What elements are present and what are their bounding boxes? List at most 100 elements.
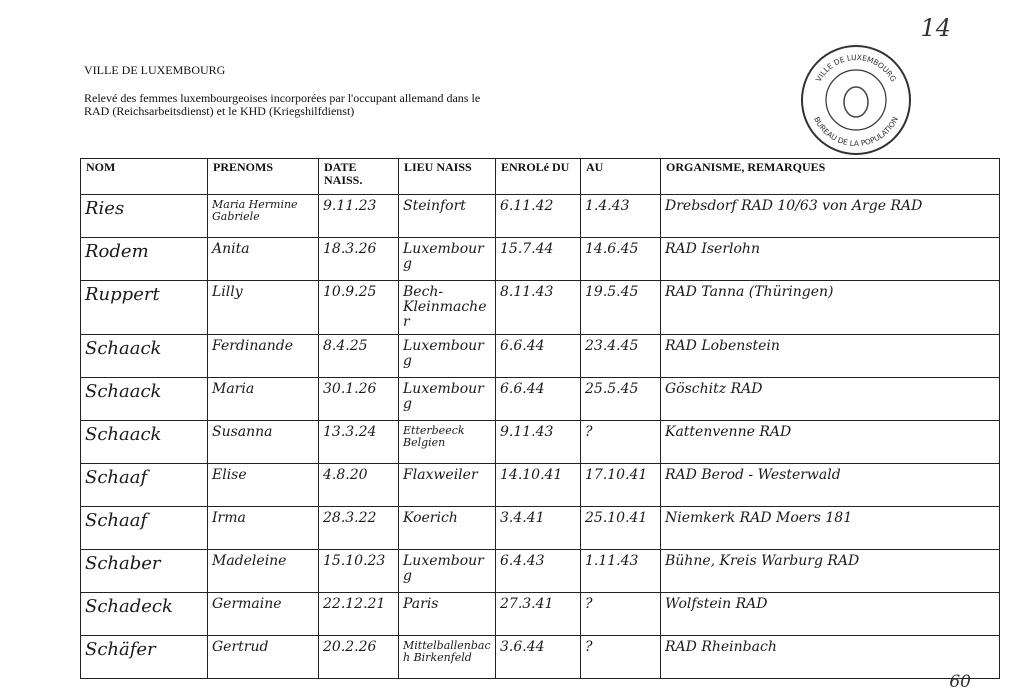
cell-prenoms: Ferdinande	[207, 334, 319, 378]
cell-enrole-du: 27.3.41	[495, 592, 581, 636]
page-number: 14	[920, 14, 951, 42]
table-row: Ruppert Lilly 10.9.25 Bech-Kleinmacher 8.11.…	[80, 280, 1000, 335]
table-row: Schaaf Irma 28.3.22 Koerich 3.4.41 25.10.41 Ni…	[80, 506, 1000, 550]
cell-nom: Schaber	[80, 549, 208, 593]
cell-nom: Schaack	[80, 420, 208, 464]
column-header: PRENOMS	[207, 158, 319, 195]
table-row: Schäfer Gertrud 20.2.26 Mittelballenbach Bi…	[80, 635, 1000, 679]
cell-organisme: Drebsdorf RAD 10/63 von Arge RAD	[660, 194, 1000, 238]
cell-prenoms: Gertrud	[207, 635, 319, 679]
cell-organisme: RAD Tanna (Thüringen)	[660, 280, 1000, 335]
cell-lieu-naiss: Mittelballenbach Birkenfeld	[398, 635, 496, 679]
cell-au: 1.4.43	[580, 194, 661, 238]
cell-organisme: Niemkerk RAD Moers 181	[660, 506, 1000, 550]
table-row: Schaber Madeleine 15.10.23 Luxembourg 6.4.43…	[80, 549, 1000, 593]
table-row: Ries Maria Hermine Gabriele 9.11.23 Steinfo…	[80, 194, 1000, 238]
cell-au: ?	[580, 635, 661, 679]
cell-date-naiss: 13.3.24	[318, 420, 399, 464]
cell-date-naiss: 15.10.23	[318, 549, 399, 593]
cell-date-naiss: 18.3.26	[318, 237, 399, 281]
column-header: AU	[580, 158, 661, 195]
cell-lieu-naiss: Luxembourg	[398, 549, 496, 593]
cell-lieu-naiss: Steinfort	[398, 194, 496, 238]
cell-date-naiss: 20.2.26	[318, 635, 399, 679]
cell-lieu-naiss: Luxembourg	[398, 237, 496, 281]
table-row: Schaack Maria 30.1.26 Luxembourg 6.6.44 25.5.…	[80, 377, 1000, 421]
cell-prenoms: Maria	[207, 377, 319, 421]
cell-organisme: RAD Rheinbach	[660, 635, 1000, 679]
cell-nom: Schadeck	[80, 592, 208, 636]
cell-au: ?	[580, 592, 661, 636]
cell-nom: Schaaf	[80, 506, 208, 550]
cell-nom: Schäfer	[80, 635, 208, 679]
coat-of-arms-icon	[843, 86, 869, 118]
cell-nom: Ruppert	[80, 280, 208, 335]
table-row: Schaaf Elise 4.8.20 Flaxweiler 14.10.41 17.10…	[80, 463, 1000, 507]
cell-au: 1.11.43	[580, 549, 661, 593]
cell-lieu-naiss: Flaxweiler	[398, 463, 496, 507]
cell-organisme: RAD Lobenstein	[660, 334, 1000, 378]
cell-au: 25.10.41	[580, 506, 661, 550]
cell-prenoms: Maria Hermine Gabriele	[207, 194, 319, 238]
cell-organisme: RAD Iserlohn	[660, 237, 1000, 281]
cell-au: 14.6.45	[580, 237, 661, 281]
cell-au: 25.5.45	[580, 377, 661, 421]
cell-nom: Schaack	[80, 334, 208, 378]
cell-enrole-du: 6.4.43	[495, 549, 581, 593]
women-register-table: NOM PRENOMS DATE NAISS. LIEU NAISS ENROLé DU…	[80, 158, 1000, 679]
column-header: NOM	[80, 158, 208, 195]
cell-lieu-naiss: Luxembourg	[398, 377, 496, 421]
document-intro: Relevé des femmes luxembourgeoises incor…	[84, 91, 481, 118]
cell-organisme: Bühne, Kreis Warburg RAD	[660, 549, 1000, 593]
cell-organisme: Kattenvenne RAD	[660, 420, 1000, 464]
cell-lieu-naiss: Paris	[398, 592, 496, 636]
cell-au: ?	[580, 420, 661, 464]
cell-nom: Schaack	[80, 377, 208, 421]
cell-prenoms: Elise	[207, 463, 319, 507]
bureau-population-stamp: VILLE DE LUXEMBOURG BUREAU DE LA POPULAT…	[801, 45, 911, 155]
cell-date-naiss: 8.4.25	[318, 334, 399, 378]
header-row: NOM PRENOMS DATE NAISS. LIEU NAISS ENROLé DU…	[80, 158, 1000, 195]
cell-date-naiss: 22.12.21	[318, 592, 399, 636]
stamp-top-text: VILLE DE LUXEMBOURG	[814, 53, 898, 84]
cell-date-naiss: 9.11.23	[318, 194, 399, 238]
cell-date-naiss: 4.8.20	[318, 463, 399, 507]
cell-lieu-naiss: Bech-Kleinmacher	[398, 280, 496, 335]
cell-prenoms: Lilly	[207, 280, 319, 335]
city-heading: VILLE DE LUXEMBOURG	[84, 63, 226, 77]
column-header: ORGANISME, REMARQUES	[660, 158, 1000, 195]
table-row: Rodem Anita 18.3.26 Luxembourg 15.7.44 14.6.4…	[80, 237, 1000, 281]
cell-enrole-du: 15.7.44	[495, 237, 581, 281]
cell-enrole-du: 6.11.42	[495, 194, 581, 238]
cell-prenoms: Irma	[207, 506, 319, 550]
svg-text:VILLE DE LUXEMBOURG: VILLE DE LUXEMBOURG	[814, 53, 898, 84]
column-header: LIEU NAISS	[398, 158, 496, 195]
column-header: ENROLé DU	[495, 158, 581, 195]
cell-enrole-du: 3.4.41	[495, 506, 581, 550]
cell-date-naiss: 28.3.22	[318, 506, 399, 550]
cell-prenoms: Madeleine	[207, 549, 319, 593]
cell-date-naiss: 10.9.25	[318, 280, 399, 335]
cell-au: 23.4.45	[580, 334, 661, 378]
cell-enrole-du: 6.6.44	[495, 377, 581, 421]
table-row: Schadeck Germaine 22.12.21 Paris 27.3.41? Wol…	[80, 592, 1000, 636]
cell-organisme: Wolfstein RAD	[660, 592, 1000, 636]
table-row: Schaack Ferdinande 8.4.25 Luxembourg 6.6.44 2…	[80, 334, 1000, 378]
cell-enrole-du: 6.6.44	[495, 334, 581, 378]
cell-au: 17.10.41	[580, 463, 661, 507]
cell-prenoms: Susanna	[207, 420, 319, 464]
cell-lieu-naiss: Koerich	[398, 506, 496, 550]
column-header: DATE NAISS.	[318, 158, 399, 195]
cell-prenoms: Anita	[207, 237, 319, 281]
cell-nom: Schaaf	[80, 463, 208, 507]
cell-enrole-du: 9.11.43	[495, 420, 581, 464]
cell-prenoms: Germaine	[207, 592, 319, 636]
cell-enrole-du: 8.11.43	[495, 280, 581, 335]
cell-lieu-naiss: Luxembourg	[398, 334, 496, 378]
cell-enrole-du: 14.10.41	[495, 463, 581, 507]
table-row: Schaack Susanna 13.3.24 Etterbeeck Belgien 9…	[80, 420, 1000, 464]
cell-nom: Rodem	[80, 237, 208, 281]
cell-enrole-du: 3.6.44	[495, 635, 581, 679]
cell-date-naiss: 30.1.26	[318, 377, 399, 421]
cell-au: 19.5.45	[580, 280, 661, 335]
